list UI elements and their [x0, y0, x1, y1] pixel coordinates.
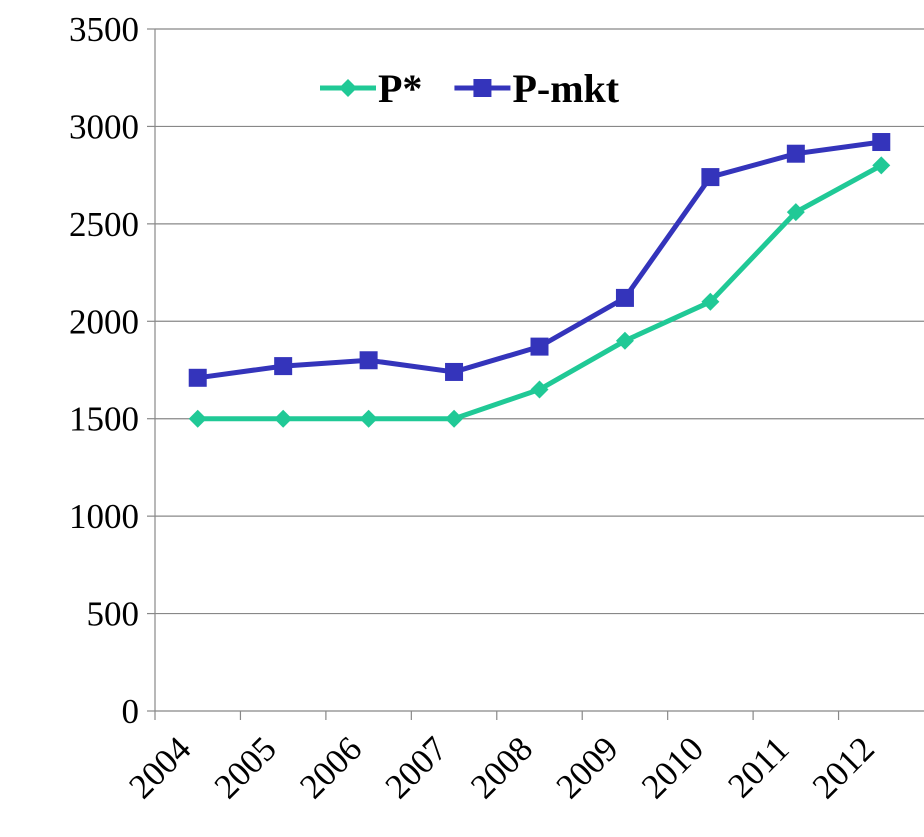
x-tick-label: 2004 — [121, 729, 198, 806]
legend-label: P-mkt — [512, 66, 619, 111]
point-marker — [359, 409, 378, 428]
point-marker — [872, 156, 891, 175]
y-tick-label: 1000 — [69, 497, 139, 536]
point-marker — [615, 331, 634, 350]
legend-marker — [473, 79, 492, 97]
point-marker — [701, 168, 720, 187]
point-marker — [359, 351, 378, 370]
x-tick-label: 2012 — [805, 729, 882, 806]
x-tick-label: 2011 — [720, 729, 796, 805]
y-tick-label: 500 — [87, 595, 140, 634]
point-marker — [530, 380, 549, 399]
y-tick-label: 2500 — [69, 205, 139, 244]
point-marker — [274, 409, 293, 428]
x-tick-label: 2005 — [207, 729, 284, 806]
point-marker — [188, 368, 207, 387]
x-tick-label: 2009 — [549, 729, 626, 806]
point-marker — [701, 292, 720, 311]
x-tick-label: 2006 — [292, 729, 369, 806]
legend-marker — [339, 79, 357, 97]
y-tick-label: 1500 — [69, 400, 139, 439]
point-marker — [786, 144, 805, 163]
x-tick-label: 2007 — [378, 729, 455, 806]
y-tick-label: 3500 — [69, 10, 139, 49]
point-marker — [188, 409, 207, 428]
point-marker — [786, 203, 805, 222]
y-tick-label: 3000 — [69, 107, 139, 146]
x-tick-label: 2008 — [463, 729, 540, 806]
y-tick-label: 0 — [122, 692, 140, 731]
y-tick-label: 2000 — [69, 302, 139, 341]
x-tick-label: 2010 — [634, 729, 711, 806]
point-marker — [445, 409, 464, 428]
legend-label: P* — [378, 66, 422, 111]
point-marker — [445, 362, 464, 381]
point-marker — [274, 357, 293, 376]
point-marker — [615, 288, 634, 307]
point-marker — [872, 133, 891, 152]
point-marker — [530, 337, 549, 356]
